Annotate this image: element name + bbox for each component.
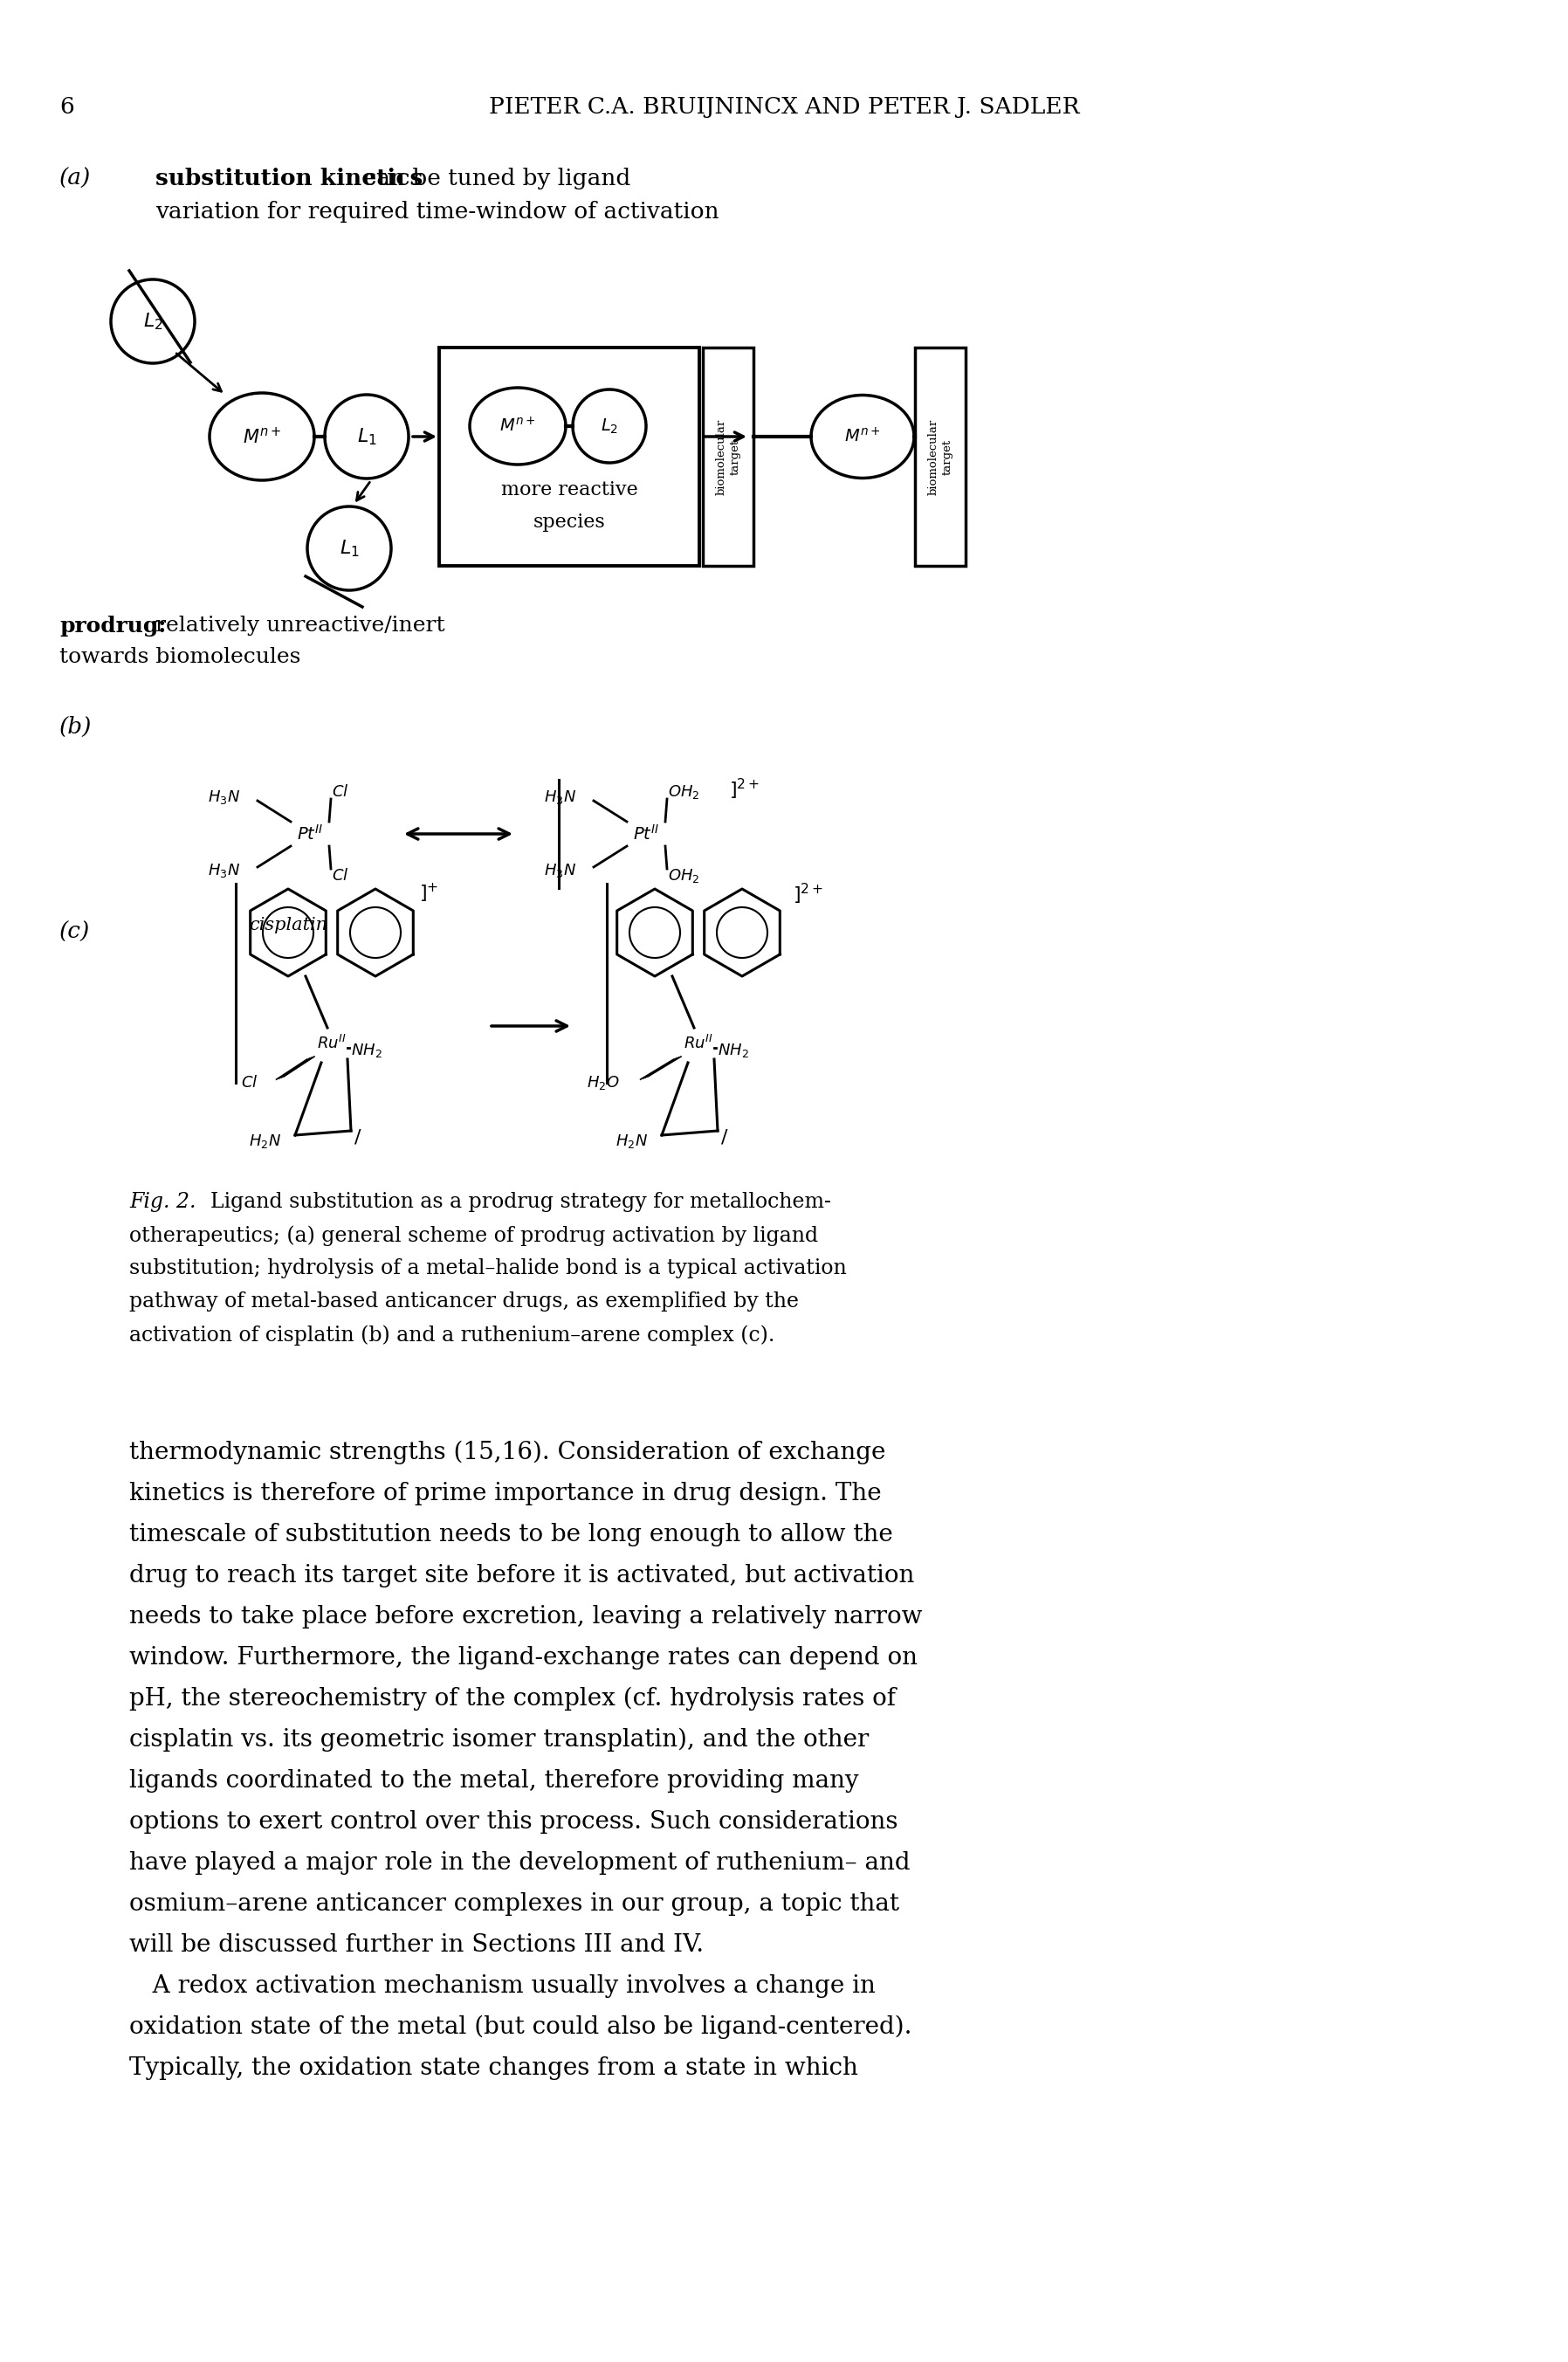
Text: 6: 6	[60, 97, 74, 118]
Circle shape	[572, 390, 646, 463]
Text: biomolecular
target: biomolecular target	[928, 418, 953, 494]
Text: $H_2N$: $H_2N$	[249, 1131, 281, 1150]
Text: osmium–arene anticancer complexes in our group, a topic that: osmium–arene anticancer complexes in our…	[129, 1892, 898, 1916]
Text: kinetics is therefore of prime importance in drug design. The: kinetics is therefore of prime importanc…	[129, 1481, 881, 1505]
Text: $L_2$: $L_2$	[601, 416, 618, 435]
Text: Typically, the oxidation state changes from a state in which: Typically, the oxidation state changes f…	[129, 2057, 858, 2081]
Text: $H_2O$: $H_2O$	[586, 1075, 619, 1091]
Text: options to exert control over this process. Such considerations: options to exert control over this proce…	[129, 1809, 898, 1833]
Text: timescale of substitution needs to be long enough to allow the: timescale of substitution needs to be lo…	[129, 1523, 892, 1547]
Text: can be tuned by ligand: can be tuned by ligand	[356, 168, 630, 189]
Circle shape	[325, 394, 409, 479]
Text: pathway of metal-based anticancer drugs, as exemplified by the: pathway of metal-based anticancer drugs,…	[129, 1292, 798, 1311]
Text: will be discussed further in Sections III and IV.: will be discussed further in Sections II…	[129, 1932, 704, 1956]
Bar	[702, 347, 754, 567]
Text: $/$: $/$	[720, 1129, 729, 1148]
Text: $OH_2$: $OH_2$	[668, 867, 699, 883]
Text: $M^{n+}$: $M^{n+}$	[243, 428, 281, 446]
Text: $Ru^{II}$: $Ru^{II}$	[317, 1035, 347, 1051]
Text: more reactive: more reactive	[500, 479, 638, 498]
Text: $NH_2$: $NH_2$	[718, 1042, 750, 1058]
Text: prodrug:: prodrug:	[60, 616, 166, 638]
Text: (b): (b)	[60, 716, 93, 737]
Text: $H_3N$: $H_3N$	[544, 789, 575, 805]
Text: activation of cisplatin (b) and a ruthenium–arene complex (c).: activation of cisplatin (b) and a ruthen…	[129, 1325, 775, 1346]
Text: (c): (c)	[60, 921, 89, 942]
Text: $M^{n+}$: $M^{n+}$	[845, 428, 881, 446]
Text: oxidation state of the metal (but could also be ligand-centered).: oxidation state of the metal (but could …	[129, 2015, 913, 2038]
Text: $Cl$: $Cl$	[332, 784, 348, 801]
Circle shape	[307, 505, 390, 590]
Text: biomolecular
target: biomolecular target	[715, 418, 740, 494]
Text: thermodynamic strengths (15,16). Consideration of exchange: thermodynamic strengths (15,16). Conside…	[129, 1441, 886, 1464]
Text: $L_2$: $L_2$	[143, 312, 163, 331]
Text: $/$: $/$	[354, 1129, 362, 1148]
Text: needs to take place before excretion, leaving a relatively narrow: needs to take place before excretion, le…	[129, 1604, 922, 1627]
Text: $]^{2+}$: $]^{2+}$	[793, 881, 823, 907]
Text: (a): (a)	[60, 168, 91, 189]
Text: pH, the stereochemistry of the complex (cf. hydrolysis rates of: pH, the stereochemistry of the complex (…	[129, 1686, 895, 1710]
Text: relatively unreactive/inert: relatively unreactive/inert	[149, 616, 445, 635]
Circle shape	[111, 279, 194, 364]
Text: have played a major role in the development of ruthenium– and: have played a major role in the developm…	[129, 1852, 911, 1875]
Text: $]^{+}$: $]^{+}$	[419, 881, 439, 905]
Text: $L_1$: $L_1$	[358, 425, 376, 446]
Text: $Cl$: $Cl$	[240, 1075, 257, 1091]
Text: $NH_2$: $NH_2$	[351, 1042, 383, 1058]
Text: $Cl$: $Cl$	[332, 867, 348, 883]
Text: $H_3N$: $H_3N$	[207, 789, 240, 805]
Ellipse shape	[210, 392, 314, 479]
Text: $H_2N$: $H_2N$	[616, 1131, 648, 1150]
Text: cisplatin: cisplatin	[249, 916, 328, 933]
Ellipse shape	[811, 394, 914, 477]
Text: variation for required time-window of activation: variation for required time-window of ac…	[155, 201, 720, 222]
Text: window. Furthermore, the ligand-exchange rates can depend on: window. Furthermore, the ligand-exchange…	[129, 1646, 917, 1670]
Text: drug to reach its target site before it is activated, but activation: drug to reach its target site before it …	[129, 1564, 914, 1587]
Text: $H_3N$: $H_3N$	[544, 862, 575, 879]
Text: $]^{2+}$: $]^{2+}$	[729, 777, 760, 801]
Text: $Pt^{II}$: $Pt^{II}$	[296, 824, 323, 843]
Bar	[916, 347, 966, 567]
Text: $OH_2$: $OH_2$	[668, 784, 699, 801]
Text: species: species	[533, 513, 605, 531]
Text: $Pt^{II}$: $Pt^{II}$	[633, 824, 659, 843]
Text: cisplatin vs. its geometric isomer transplatin), and the other: cisplatin vs. its geometric isomer trans…	[129, 1729, 869, 1753]
Text: $L_1$: $L_1$	[339, 539, 359, 560]
Text: $Ru^{II}$: $Ru^{II}$	[684, 1035, 713, 1051]
Text: $H_3N$: $H_3N$	[207, 862, 240, 879]
Text: ligands coordinated to the metal, therefore providing many: ligands coordinated to the metal, theref…	[129, 1769, 859, 1793]
Text: $M^{n+}$: $M^{n+}$	[500, 416, 536, 435]
Text: substitution; hydrolysis of a metal–halide bond is a typical activation: substitution; hydrolysis of a metal–hali…	[129, 1259, 847, 1278]
Text: F​ig. 2.: F​ig. 2.	[129, 1193, 196, 1212]
Text: Ligand substitution as a prodrug strategy for metallochem-: Ligand substitution as a prodrug strateg…	[198, 1193, 831, 1212]
Text: PIETER C.A. BRUIJNINCX AND PETER J. SADLER: PIETER C.A. BRUIJNINCX AND PETER J. SADL…	[489, 97, 1079, 118]
Text: otherapeutics; (a) general scheme of prodrug activation by ligand: otherapeutics; (a) general scheme of pro…	[129, 1226, 818, 1245]
Text: towards biomolecules: towards biomolecules	[60, 647, 301, 666]
Text: substitution kinetics: substitution kinetics	[155, 168, 423, 189]
Ellipse shape	[470, 387, 566, 465]
Text: A redox activation mechanism usually involves a change in: A redox activation mechanism usually inv…	[129, 1975, 875, 1998]
Bar	[439, 347, 699, 567]
